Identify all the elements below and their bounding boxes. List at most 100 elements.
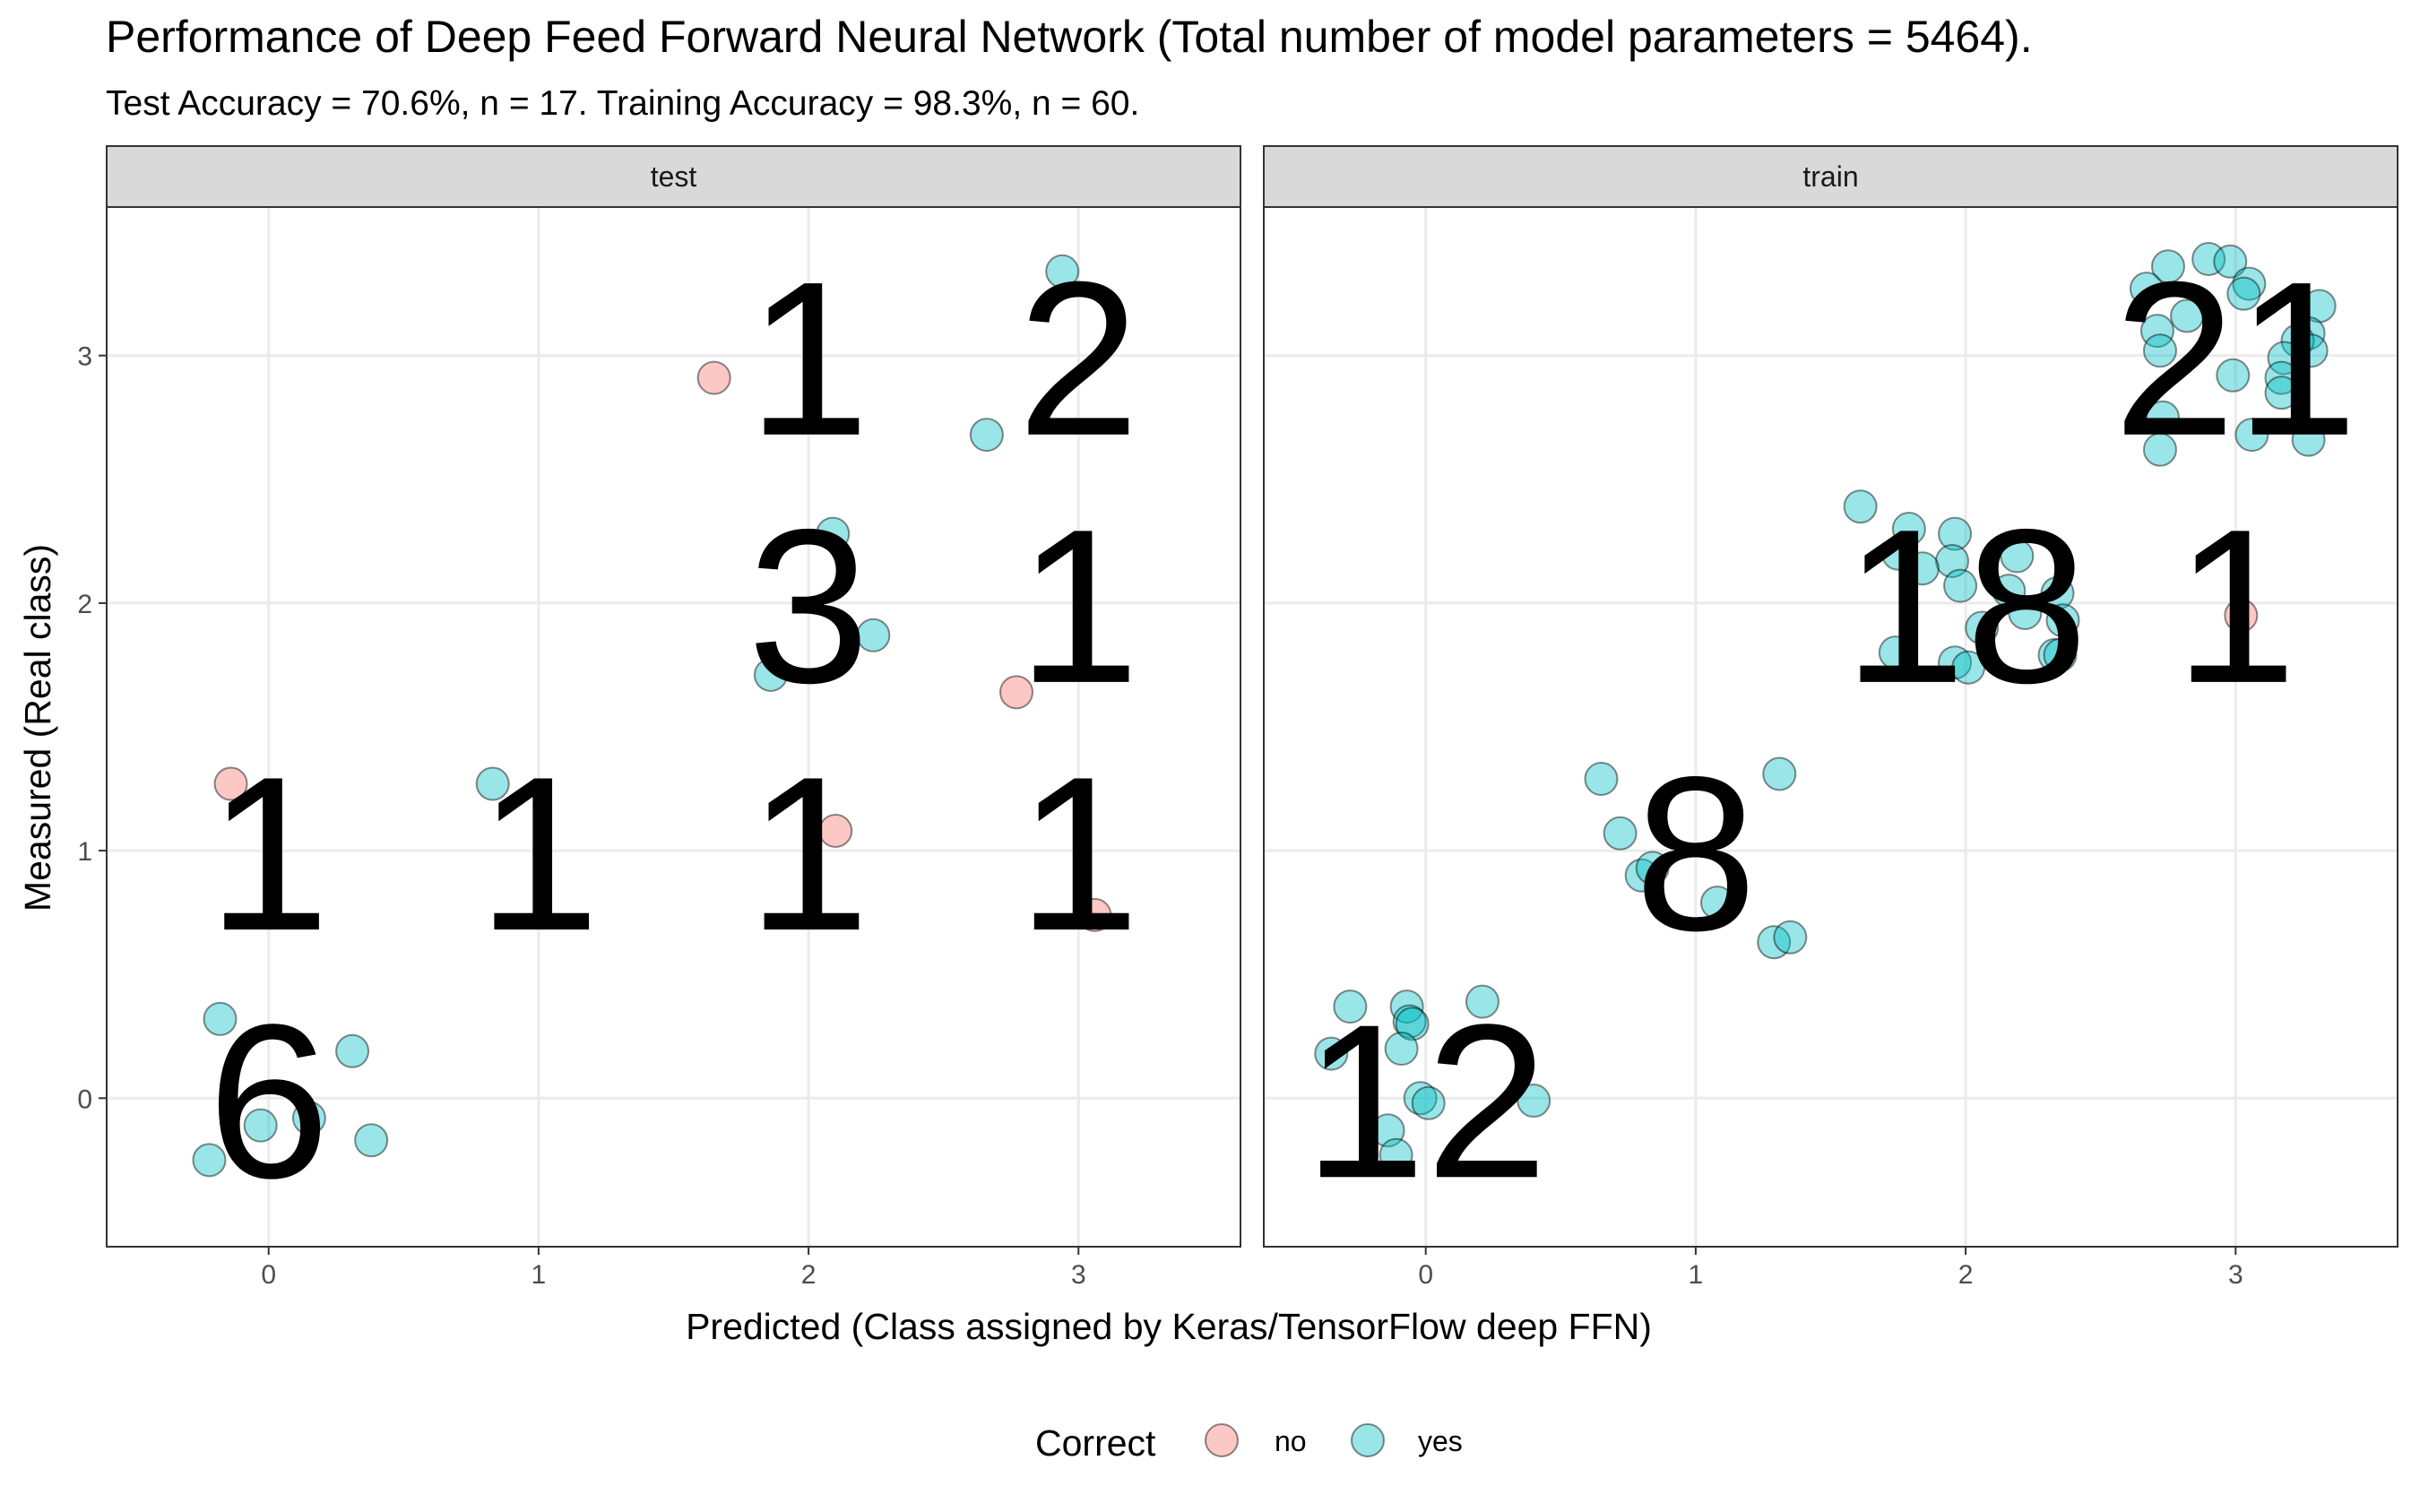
data-point-yes xyxy=(2302,289,2337,324)
facet-strip-label: train xyxy=(1802,160,1858,193)
y-axis-title: Measured (Real class) xyxy=(17,544,58,912)
data-point-yes xyxy=(1951,650,1986,685)
data-point-yes xyxy=(2170,298,2205,333)
legend-key-no xyxy=(1205,1423,1239,1457)
legend: Correct no yes xyxy=(1035,1422,1463,1464)
data-point-yes xyxy=(1584,762,1619,796)
data-point-yes xyxy=(2226,276,2261,311)
y-tick-label: 3 xyxy=(77,342,92,372)
data-point-yes xyxy=(2000,539,2035,574)
count-label: 1 xyxy=(748,730,869,976)
y-tick-label: 2 xyxy=(77,590,92,619)
data-point-yes xyxy=(1757,925,1792,960)
x-tick-label: 1 xyxy=(532,1260,547,1290)
data-point-yes xyxy=(2234,418,2269,453)
data-point-no xyxy=(2224,598,2259,633)
x-axis-title: Predicted (Class assigned by Keras/Tenso… xyxy=(686,1306,1652,1347)
data-point-yes xyxy=(2216,358,2251,393)
facet-strip xyxy=(106,145,1241,208)
data-point-yes xyxy=(291,1101,326,1136)
data-point-yes xyxy=(1635,851,1670,886)
data-point-yes xyxy=(2291,315,2326,350)
data-point-no xyxy=(999,675,1034,710)
count-label: 8 xyxy=(1635,730,1757,976)
legend-title: Correct xyxy=(1035,1422,1156,1464)
data-point-yes xyxy=(2280,324,2315,359)
data-point-yes xyxy=(1333,989,1368,1024)
data-point-yes xyxy=(1992,574,2027,609)
data-point-yes xyxy=(1411,1085,1446,1120)
data-point-yes xyxy=(1773,920,1808,955)
legend-label-no: no xyxy=(1275,1425,1307,1457)
x-tick-label: 3 xyxy=(2228,1260,2243,1290)
count-label: 21 xyxy=(2113,236,2358,481)
data-point-yes xyxy=(2267,341,2302,376)
data-point-yes xyxy=(2008,595,2043,630)
data-point-yes xyxy=(475,766,510,801)
data-point-yes xyxy=(2264,376,2299,410)
data-point-yes xyxy=(1517,1084,1551,1119)
x-tick-label: 1 xyxy=(1689,1260,1704,1290)
data-point-yes xyxy=(2264,360,2299,395)
data-point-yes xyxy=(1843,489,1878,524)
data-point-yes xyxy=(2040,575,2075,610)
data-point-yes xyxy=(1935,543,1970,578)
data-point-yes xyxy=(1389,989,1424,1024)
legend-label-yes: yes xyxy=(1418,1425,1463,1457)
panel-background xyxy=(1264,207,2398,1247)
data-point-yes xyxy=(1965,610,2000,645)
data-point-yes xyxy=(1624,858,1659,893)
data-point-yes xyxy=(1370,1113,1405,1148)
data-point-yes xyxy=(2045,603,2080,638)
data-point-yes xyxy=(1384,1032,1419,1067)
count-label: 1 xyxy=(748,236,869,481)
data-point-yes xyxy=(856,618,891,652)
x-tick-label: 2 xyxy=(1958,1260,1974,1290)
count-label: 18 xyxy=(1844,483,2088,729)
data-point-yes xyxy=(1938,645,1973,680)
data-point-yes xyxy=(1878,635,1913,670)
data-point-yes xyxy=(1603,816,1638,851)
data-point-yes xyxy=(2191,242,2226,276)
data-point-yes xyxy=(969,418,1004,453)
data-point-no xyxy=(696,360,731,395)
data-point-yes xyxy=(1465,984,1500,1019)
count-label: 3 xyxy=(748,483,869,729)
data-point-no xyxy=(818,814,853,848)
chart-title: Performance of Deep Feed Forward Neural … xyxy=(106,12,2033,62)
panel-border xyxy=(106,206,1241,1248)
data-point-yes xyxy=(2145,400,2180,435)
data-point-yes xyxy=(1891,512,1926,547)
data-point-yes xyxy=(335,1033,370,1068)
panel-border xyxy=(1263,206,2398,1248)
count-label: 1 xyxy=(1017,483,1139,729)
legend-key-yes xyxy=(1351,1423,1385,1457)
data-point-yes xyxy=(2037,637,2072,672)
y-tick-label: 0 xyxy=(77,1084,92,1114)
facet-strip-label: test xyxy=(651,160,697,193)
x-tick-label: 0 xyxy=(1418,1260,1433,1290)
data-point-yes xyxy=(2139,314,2174,349)
x-tick-label: 0 xyxy=(261,1260,276,1290)
count-label: 1 xyxy=(208,730,330,976)
data-point-yes xyxy=(2043,637,2078,672)
data-point-yes xyxy=(1392,1004,1427,1039)
data-point-yes xyxy=(1395,1007,1430,1041)
data-point-yes xyxy=(1045,254,1080,289)
data-point-yes xyxy=(2213,244,2248,279)
data-point-yes xyxy=(2150,249,2185,284)
data-point-yes xyxy=(753,658,788,692)
x-tick-label: 2 xyxy=(801,1260,817,1290)
panel-background xyxy=(107,207,1240,1247)
data-point-yes xyxy=(2291,422,2326,457)
data-point-no xyxy=(213,766,248,801)
data-point-yes xyxy=(1905,551,1940,586)
data-point-yes xyxy=(1403,1081,1438,1116)
data-point-yes xyxy=(1762,756,1797,791)
data-point-yes xyxy=(1700,886,1734,920)
count-label: 1 xyxy=(478,730,600,976)
count-label: 12 xyxy=(1303,978,1548,1223)
